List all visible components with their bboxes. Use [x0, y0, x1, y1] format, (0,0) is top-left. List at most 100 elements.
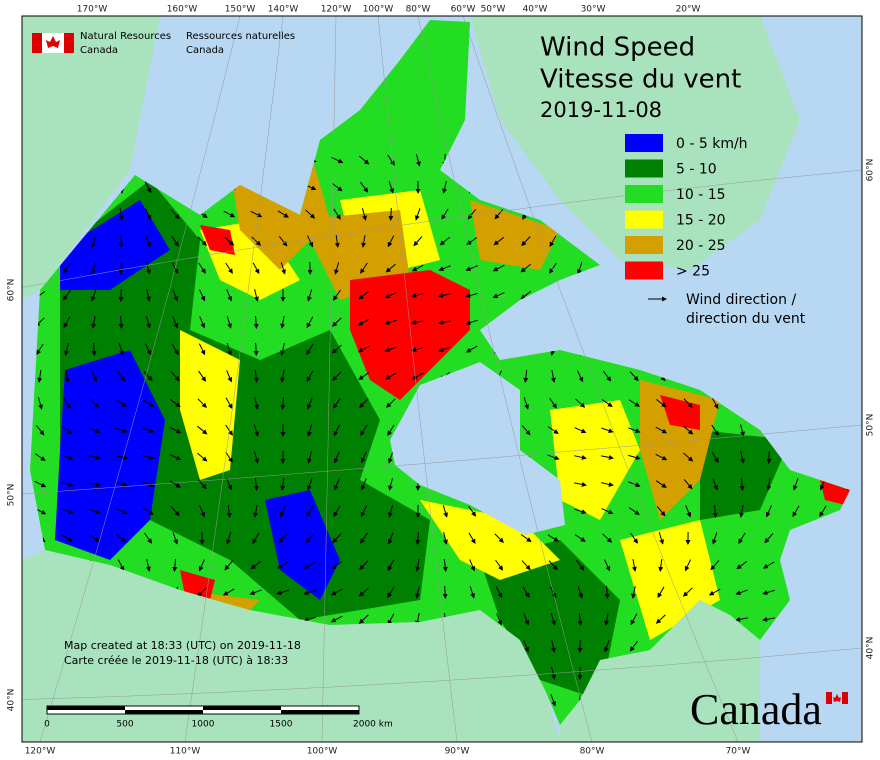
wind-arrow [443, 532, 448, 545]
wind-arrow [469, 559, 476, 572]
wind-arrow [142, 427, 155, 434]
wind-arrow [549, 397, 557, 409]
wind-arrow [387, 532, 394, 545]
wind-arrow [384, 319, 397, 325]
wind-arrow [468, 505, 476, 517]
wind-arrow [306, 397, 313, 410]
wind-arrow [442, 585, 448, 599]
wind-arrow [142, 454, 155, 460]
wind-arrow [253, 342, 259, 356]
wind-arrow [441, 208, 449, 220]
wind-arrow [251, 236, 262, 246]
wind-arrow [655, 398, 667, 408]
wind-arrow [306, 343, 314, 355]
nrcan-flag [32, 33, 74, 53]
wind-arrow [144, 532, 153, 544]
wind-arrow [575, 398, 586, 408]
legend-swatch [625, 185, 663, 203]
wind-arrow [171, 343, 179, 356]
wind-arrow [358, 587, 369, 597]
wind-arrow [712, 532, 718, 545]
wind-arrow [34, 480, 47, 488]
wind-zone [200, 225, 235, 255]
wind-arrow [169, 426, 182, 434]
wind-arrow [145, 316, 151, 329]
wind-arrow [359, 155, 370, 165]
wind-arrow [574, 508, 587, 515]
parallel [22, 169, 862, 288]
wind-arrow [551, 667, 556, 680]
wind-arrow [334, 262, 340, 275]
wind-arrow [655, 426, 668, 434]
wind-arrow [199, 505, 206, 518]
wind-arrow [252, 262, 260, 275]
wind-arrow [655, 480, 667, 488]
scale-label: 1000 [192, 720, 215, 730]
meridian [184, 16, 284, 742]
wind-arrow [465, 319, 478, 325]
left-lat-label: 50°N [7, 484, 17, 507]
legend-swatch [625, 261, 663, 280]
wind-arrow [172, 289, 179, 302]
wind-arrow [197, 587, 207, 597]
wind-arrow [37, 397, 43, 410]
usa-east [560, 600, 760, 742]
wind-arrow [307, 424, 313, 437]
wind-arrow [306, 478, 313, 491]
wind-arrow [658, 532, 664, 545]
wind-arrow [765, 505, 772, 518]
wind-arrow [115, 481, 128, 487]
wind-arrow [631, 586, 637, 599]
wind-arrow [762, 616, 775, 622]
wind-arrow [438, 346, 451, 353]
wind-zone [700, 430, 790, 520]
wind-arrow [330, 615, 343, 623]
legend-swatch [625, 159, 663, 178]
wind-arrow [493, 236, 505, 246]
wind-arrow [142, 507, 154, 515]
wind-arrow [711, 397, 719, 410]
wind-arrow [494, 533, 504, 543]
wind-arrow [249, 589, 262, 596]
wind-arrow [628, 399, 640, 407]
wind-arrow [253, 505, 259, 518]
wind-zone [55, 350, 165, 560]
wind-arrow [496, 613, 503, 626]
wind-arrow [89, 398, 100, 408]
wind-arrow [442, 181, 447, 194]
wind-arrow [330, 588, 343, 596]
wind-arrow [384, 372, 397, 380]
top-lon-label: 30°W [581, 5, 606, 15]
country-fr: Canada [186, 45, 224, 56]
direction-label-en: Wind direction / [686, 292, 796, 308]
top-lon-label: 170°W [77, 5, 108, 15]
wind-arrow [88, 481, 101, 487]
bottom-lon-label: 120°W [25, 747, 56, 757]
wind-arrow [601, 482, 614, 487]
wind-arrow [278, 533, 288, 544]
wind-arrow [170, 209, 180, 220]
wind-arrow [411, 292, 424, 298]
wind-arrow [34, 453, 46, 461]
wind-arrow [169, 480, 181, 488]
wind-arrow [172, 532, 179, 545]
wind-arrow [61, 481, 74, 487]
wind-arrow [280, 262, 286, 275]
wind-arrow [415, 586, 420, 599]
wind-arrow [766, 478, 772, 491]
wind-arrow [414, 208, 421, 221]
wind-arrow [276, 589, 289, 595]
wind-arrow [170, 371, 180, 382]
wind-arrow [387, 235, 395, 248]
wind-arrow [172, 316, 179, 329]
wind-arrow [413, 236, 423, 247]
wind-arrow [118, 207, 124, 221]
legend-label: 5 - 10 [676, 162, 717, 178]
wind-arrow [254, 289, 259, 302]
wind-arrow [142, 399, 154, 407]
wind-arrow [708, 588, 721, 596]
wind-arrow [792, 505, 800, 518]
wind-arrow [360, 532, 368, 544]
